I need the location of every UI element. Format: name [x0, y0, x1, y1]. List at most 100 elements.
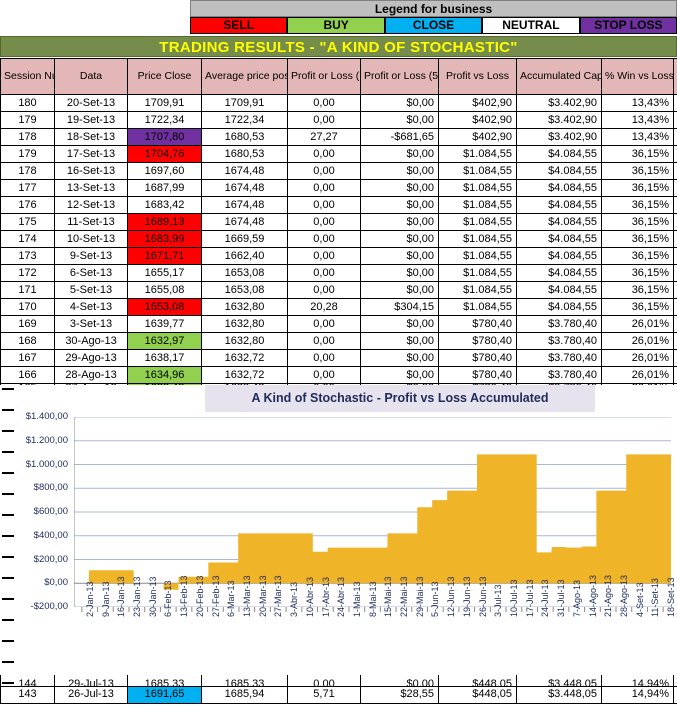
- profit-loss-5cfd-cell[interactable]: $0,00: [360, 281, 439, 299]
- profit-loss-5cfd-cell[interactable]: $0,00: [360, 230, 439, 248]
- accumulated-capital-cell[interactable]: $4.084,55: [516, 162, 602, 180]
- average-price-cell[interactable]: 1674,48: [201, 179, 288, 197]
- price-close-cell[interactable]: 1639,77: [127, 315, 202, 333]
- win-vs-loss-cell[interactable]: 26,01%: [601, 332, 674, 350]
- price-close-cell[interactable]: 1691,65: [127, 685, 202, 704]
- table-row[interactable]: 179 19-Set-13 1722,34 1722,34 0,00 $0,00 $402,…: [0, 111, 677, 129]
- table-row[interactable]: 174 10-Set-13 1683,99 1669,59 0,00 $0,00 $1.08…: [0, 230, 677, 248]
- session-number-cell[interactable]: 179: [0, 111, 55, 129]
- price-close-cell[interactable]: 1697,60: [127, 162, 202, 180]
- average-price-cell[interactable]: 1685,94: [201, 685, 288, 704]
- profit-vs-loss-cell[interactable]: $1.084,55: [438, 230, 517, 248]
- price-close-cell[interactable]: 1671,71: [127, 247, 202, 265]
- profit-vs-loss-cell[interactable]: $1.084,55: [438, 298, 517, 316]
- profit-vs-loss-cell[interactable]: $1.084,55: [438, 179, 517, 197]
- data-cell[interactable]: 11-Set-13: [54, 213, 128, 231]
- accumulated-capital-cell[interactable]: $4.084,55: [516, 213, 602, 231]
- accumulated-capital-cell[interactable]: $4.084,55: [516, 264, 602, 282]
- average-price-cell[interactable]: 1632,80: [201, 298, 288, 316]
- profit-loss-5cfd-cell[interactable]: $0,00: [360, 196, 439, 214]
- profit-vs-loss-cell[interactable]: $780,40: [438, 332, 517, 350]
- win-vs-loss-cell[interactable]: 26,01%: [601, 315, 674, 333]
- profit-loss-5cfd-cell[interactable]: $0,00: [360, 111, 439, 129]
- price-close-cell[interactable]: 1704,76: [127, 145, 202, 163]
- profit-loss-5cfd-cell[interactable]: $304,15: [360, 298, 439, 316]
- profit-loss-1cfd-cell[interactable]: 27,27: [287, 128, 361, 146]
- average-price-cell[interactable]: 1685,33: [201, 675, 288, 687]
- average-price-cell[interactable]: 1722,34: [201, 111, 288, 129]
- profit-loss-5cfd-cell[interactable]: -$681,65: [360, 128, 439, 146]
- session-number-cell[interactable]: 178: [0, 128, 55, 146]
- session-number-cell[interactable]: 178: [0, 162, 55, 180]
- accumulated-capital-cell[interactable]: $3.402,90: [516, 94, 602, 112]
- session-number-cell[interactable]: 171: [0, 281, 55, 299]
- accumulated-capital-cell[interactable]: $4.084,55: [516, 298, 602, 316]
- table-row[interactable]: 175 11-Set-13 1689,13 1674,48 0,00 $0,00 $1.08…: [0, 213, 677, 231]
- win-vs-loss-cell[interactable]: 36,15%: [601, 264, 674, 282]
- win-vs-loss-cell[interactable]: 36,15%: [601, 145, 674, 163]
- drawdown-cell[interactable]: -$93,15: [673, 247, 677, 265]
- profit-loss-1cfd-cell[interactable]: 0,00: [287, 281, 361, 299]
- session-number-cell[interactable]: 177: [0, 179, 55, 197]
- table-row[interactable]: 177 13-Set-13 1687,99 1674,48 0,00 $0,00 $1.08…: [0, 179, 677, 197]
- accumulated-capital-cell[interactable]: $3.402,90: [516, 111, 602, 129]
- average-price-cell[interactable]: 1680,53: [201, 145, 288, 163]
- accumulated-capital-cell[interactable]: $3.448,05: [516, 685, 602, 704]
- accumulated-capital-cell[interactable]: $4.084,55: [516, 281, 602, 299]
- table-row[interactable]: 180 20-Set-13 1709,91 1709,91 0,00 $0,00 $402,…: [0, 94, 677, 112]
- profit-vs-loss-cell[interactable]: $780,40: [438, 366, 517, 384]
- profit-loss-5cfd-cell[interactable]: $28,55: [360, 685, 439, 704]
- profit-loss-1cfd-cell[interactable]: 5,71: [287, 685, 361, 704]
- session-number-cell[interactable]: 168: [0, 332, 55, 350]
- profit-loss-1cfd-cell[interactable]: 0,00: [287, 366, 361, 384]
- accumulated-capital-cell[interactable]: $4.084,55: [516, 230, 602, 248]
- win-vs-loss-cell[interactable]: 13,43%: [601, 128, 674, 146]
- drawdown-cell[interactable]: -$681,65: [673, 128, 677, 146]
- average-price-cell[interactable]: 1674,48: [201, 213, 288, 231]
- data-cell[interactable]: 16-Set-13: [54, 162, 128, 180]
- win-vs-loss-cell[interactable]: 36,15%: [601, 281, 674, 299]
- data-cell[interactable]: 6-Set-13: [54, 264, 128, 282]
- table-row[interactable]: 176 12-Set-13 1683,42 1674,48 0,00 $0,00 $1.08…: [0, 196, 677, 214]
- price-close-cell[interactable]: 1683,42: [127, 196, 202, 214]
- session-number-cell[interactable]: 176: [0, 196, 55, 214]
- price-close-cell[interactable]: 1638,17: [127, 349, 202, 367]
- win-vs-loss-cell[interactable]: 14,94%: [601, 675, 674, 687]
- profit-loss-5cfd-cell[interactable]: $0,00: [360, 247, 439, 265]
- session-number-cell[interactable]: 169: [0, 315, 55, 333]
- data-cell[interactable]: 26-Jul-13: [54, 685, 128, 704]
- drawdown-cell[interactable]: $2,50: [673, 332, 677, 350]
- table-row[interactable]: 178 18-Set-13 1707,80 1680,53 27,27 -$681,65 $…: [0, 128, 677, 146]
- drawdown-cell[interactable]: $0,00: [673, 675, 677, 687]
- profit-loss-1cfd-cell[interactable]: 0,00: [287, 162, 361, 180]
- profit-loss-1cfd-cell[interactable]: 0,00: [287, 230, 361, 248]
- drawdown-cell[interactable]: -$10,00: [673, 281, 677, 299]
- profit-vs-loss-cell[interactable]: $1.084,55: [438, 196, 517, 214]
- accumulated-capital-cell[interactable]: $4.084,55: [516, 196, 602, 214]
- win-vs-loss-cell[interactable]: 13,43%: [601, 111, 674, 129]
- accumulated-capital-cell[interactable]: $3.780,40: [516, 315, 602, 333]
- session-number-cell[interactable]: 170: [0, 298, 55, 316]
- profit-loss-5cfd-cell[interactable]: $0,00: [360, 94, 439, 112]
- data-cell[interactable]: 29-Jul-13: [54, 675, 128, 687]
- profit-vs-loss-cell[interactable]: $780,40: [438, 315, 517, 333]
- drawdown-cell[interactable]: -$10,45: [673, 264, 677, 282]
- average-price-cell[interactable]: 1632,80: [201, 315, 288, 333]
- price-close-cell[interactable]: 1685,33: [127, 675, 202, 687]
- profit-loss-1cfd-cell[interactable]: 0,00: [287, 111, 361, 129]
- profit-loss-5cfd-cell[interactable]: $0,00: [360, 332, 439, 350]
- profit-loss-1cfd-cell[interactable]: 20,28: [287, 298, 361, 316]
- data-cell[interactable]: 4-Set-13: [54, 298, 128, 316]
- data-cell[interactable]: 12-Set-13: [54, 196, 128, 214]
- average-price-cell[interactable]: 1662,40: [201, 247, 288, 265]
- win-vs-loss-cell[interactable]: 13,43%: [601, 94, 674, 112]
- profit-loss-1cfd-cell[interactable]: 0,00: [287, 213, 361, 231]
- average-price-cell[interactable]: 1632,72: [201, 366, 288, 384]
- average-price-cell[interactable]: 1680,53: [201, 128, 288, 146]
- data-cell[interactable]: 5-Set-13: [54, 281, 128, 299]
- accumulated-capital-cell[interactable]: $4.084,55: [516, 247, 602, 265]
- session-number-cell[interactable]: 174: [0, 230, 55, 248]
- profit-loss-5cfd-cell[interactable]: $0,00: [360, 315, 439, 333]
- profit-loss-1cfd-cell[interactable]: 0,00: [287, 264, 361, 282]
- profit-vs-loss-cell[interactable]: $1.084,55: [438, 281, 517, 299]
